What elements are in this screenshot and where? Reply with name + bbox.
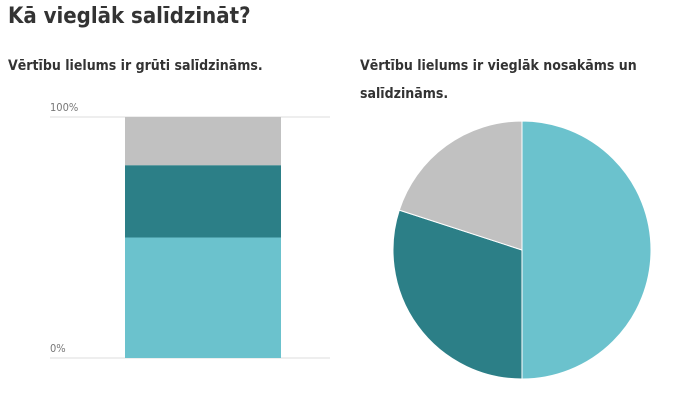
page-title: Kā vieglāk salīdzināt? bbox=[8, 4, 251, 29]
chart-title: Vērtību lielums ir grūti salīdzināms. bbox=[8, 58, 263, 74]
pie-slice bbox=[392, 209, 523, 380]
bar-segment bbox=[125, 165, 281, 238]
chart-title: Vērtību lielums ir vieglāk nosakāms un s… bbox=[360, 58, 637, 102]
bar-segment bbox=[125, 237, 281, 358]
pie-slice bbox=[521, 120, 652, 380]
pie-slice bbox=[398, 120, 523, 251]
y-tick-label: 100% bbox=[50, 101, 78, 114]
bar-segment bbox=[125, 117, 281, 166]
y-tick-label: 0% bbox=[50, 342, 66, 355]
